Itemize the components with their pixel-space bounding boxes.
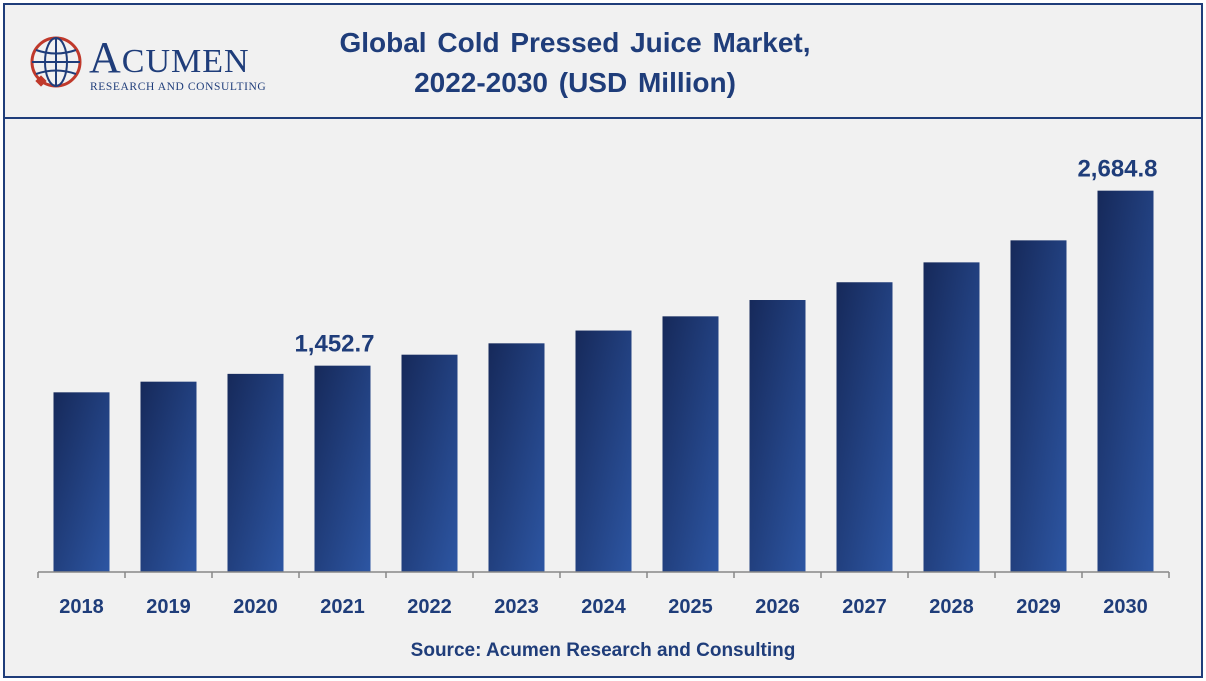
bar-2023: [488, 343, 545, 572]
x-tick-label-2021: 2021: [320, 596, 365, 618]
chart-title-line2: 2022-2030 (USD Million): [414, 67, 736, 98]
bar-chart: 2018 2019 2020 2021 2022 2023 2024 2025 2026 2027…: [37, 156, 1170, 618]
x-tick-label-2026: 2026: [755, 596, 800, 618]
x-tick-label-2025: 2025: [668, 596, 713, 618]
x-tick-label-2020: 2020: [233, 596, 278, 618]
x-tick-label-2018: 2018: [59, 596, 104, 618]
bar-2030: [1097, 190, 1154, 572]
chart-frame: ACUMEN RESEARCH AND CONSULTING Global Co…: [3, 3, 1203, 678]
x-tick-label-2019: 2019: [146, 596, 191, 618]
bar-2027: [836, 282, 893, 572]
bar-2019: [140, 381, 197, 572]
chart-title-line1: Global Cold Pressed Juice Market,: [339, 27, 811, 58]
bar-2022: [401, 354, 458, 572]
x-tick-label-2030: 2030: [1103, 596, 1148, 618]
source-note: Source: Acumen Research and Consulting: [410, 640, 796, 661]
bar-2025: [662, 316, 719, 572]
bar-2020: [227, 373, 284, 572]
bar-2026: [749, 300, 806, 572]
data-label-2021: 1,452.7: [294, 331, 374, 358]
logo-wordmark: ACUMEN: [89, 33, 250, 82]
x-tick-label-2022: 2022: [407, 596, 452, 618]
bar-2018: [53, 392, 110, 572]
x-tick-label-2023: 2023: [494, 596, 539, 618]
x-tick-label-2024: 2024: [581, 596, 626, 618]
data-label-2030: 2,684.8: [1077, 156, 1157, 183]
bar-2021: [314, 365, 371, 572]
globe-icon: [30, 36, 82, 88]
bar-2024: [575, 330, 632, 572]
bar-2028: [923, 262, 980, 572]
x-tick-label-2027: 2027: [842, 596, 887, 618]
chart-title: Global Cold Pressed Juice Market, 2022-2…: [265, 23, 885, 103]
x-tick-label-2028: 2028: [929, 596, 974, 618]
acumen-logo: ACUMEN RESEARCH AND CONSULTING: [27, 31, 277, 101]
logo-subtitle: RESEARCH AND CONSULTING: [90, 81, 267, 93]
x-tick-label-2029: 2029: [1016, 596, 1061, 618]
bar-2029: [1010, 240, 1067, 573]
header: ACUMEN RESEARCH AND CONSULTING Global Co…: [5, 5, 1201, 119]
